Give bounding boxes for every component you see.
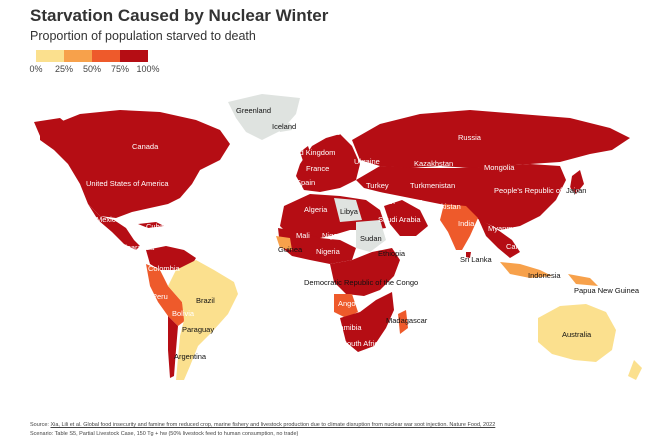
region-north-america bbox=[40, 110, 230, 218]
label-saudi-arabia: Saudi Arabia bbox=[378, 215, 421, 224]
region-brazil-argentina bbox=[168, 260, 238, 380]
world-map: Greenland Iceland Canada United States o… bbox=[34, 94, 642, 380]
label-algeria: Algeria bbox=[304, 205, 328, 214]
label-peru: Peru bbox=[152, 292, 168, 301]
label-mexico: Mexico bbox=[96, 215, 120, 224]
label-argentina: Argentina bbox=[174, 352, 207, 361]
label-kazakhstan: Kazakhstan bbox=[414, 159, 453, 168]
legend-tick-25: 25% bbox=[54, 64, 74, 74]
label-sweden: Sweden bbox=[326, 128, 353, 137]
region-sri-lanka bbox=[466, 252, 471, 258]
label-paraguay: Paraguay bbox=[182, 325, 214, 334]
label-sri-lanka: Sri Lanka bbox=[460, 255, 493, 264]
region-india bbox=[440, 204, 478, 250]
scenario-note: Scenario: Table S5, Partial Livestock Ca… bbox=[30, 431, 299, 437]
label-indonesia: Indonesia bbox=[528, 271, 561, 280]
region-guinea bbox=[276, 236, 292, 250]
region-mexico bbox=[88, 204, 140, 250]
label-japan: Japan bbox=[566, 186, 586, 195]
region-russia bbox=[352, 110, 630, 168]
label-sudan: Sudan bbox=[360, 234, 382, 243]
label-ethiopia: Ethiopia bbox=[378, 249, 406, 258]
label-iceland: Iceland bbox=[272, 122, 296, 131]
region-png bbox=[568, 274, 598, 286]
region-cuba bbox=[138, 222, 164, 228]
label-myanmar: Myanmar bbox=[488, 224, 520, 233]
source-note: Source: Xia, Lili et al. Global food ins… bbox=[30, 422, 495, 428]
label-cambodia: Cambodia bbox=[506, 242, 541, 251]
label-india: India bbox=[458, 219, 475, 228]
label-namibia: Namibia bbox=[334, 323, 362, 332]
label-mongolia: Mongolia bbox=[484, 163, 515, 172]
region-arabia bbox=[384, 200, 428, 236]
label-bolivia: Bolivia bbox=[172, 309, 195, 318]
region-australia bbox=[538, 304, 616, 362]
legend-tick-50: 50% bbox=[82, 64, 102, 74]
label-drc: Democratic Republic of the Congo bbox=[304, 278, 418, 287]
color-legend: 0% 25% 50% 75% 100% bbox=[29, 50, 176, 78]
label-cuba: Cuba bbox=[146, 222, 165, 231]
legend-tick-0: 0% bbox=[29, 64, 43, 74]
legend-swatch-0-25 bbox=[36, 50, 64, 62]
label-angola: Angola bbox=[338, 299, 362, 308]
label-colombia: Colombia bbox=[148, 264, 181, 273]
label-mali: Mali bbox=[296, 231, 310, 240]
region-west-africa bbox=[278, 228, 356, 264]
label-guinea: Guinea bbox=[278, 245, 303, 254]
legend-tick-75: 75% bbox=[110, 64, 130, 74]
label-france: France bbox=[306, 164, 329, 173]
label-nigeria: Nigeria bbox=[316, 247, 341, 256]
chart-title: Starvation Caused by Nuclear Winter bbox=[30, 6, 329, 25]
label-canada: Canada bbox=[132, 142, 159, 151]
region-madagascar bbox=[398, 310, 408, 334]
label-turkmenistan: Turkmenistan bbox=[410, 181, 455, 190]
source-citation-link[interactable]: Xia, Lili et al. Global food insecurity … bbox=[50, 422, 496, 428]
region-sudan bbox=[356, 220, 386, 252]
label-turkey: Turkey bbox=[366, 181, 389, 190]
region-angola bbox=[334, 294, 358, 318]
region-peru-bolivia bbox=[146, 264, 186, 326]
label-libya: Libya bbox=[340, 207, 359, 216]
label-brazil: Brazil bbox=[196, 296, 215, 305]
region-southern-africa bbox=[340, 292, 394, 352]
region-chile bbox=[168, 316, 178, 378]
region-uk bbox=[300, 146, 312, 164]
label-madagascar: Madagascar bbox=[386, 316, 428, 325]
label-ukraine: Ukraine bbox=[354, 157, 380, 166]
label-china: People's Republic of China bbox=[494, 186, 585, 195]
label-greenland: Greenland bbox=[236, 106, 271, 115]
region-asia bbox=[356, 164, 566, 230]
chart-subtitle: Proportion of population starved to deat… bbox=[30, 29, 256, 43]
label-australia: Australia bbox=[562, 330, 592, 339]
region-new-zealand bbox=[628, 360, 642, 380]
label-nicaragua: Nicaragua bbox=[120, 243, 155, 252]
label-usa: United States of America bbox=[86, 179, 169, 188]
region-central-africa bbox=[330, 248, 400, 296]
region-greenland bbox=[228, 94, 300, 140]
label-pakistan: Pakistan bbox=[432, 202, 461, 211]
region-alaska bbox=[34, 118, 70, 136]
label-spain: Spain bbox=[296, 178, 315, 187]
region-iceland bbox=[276, 123, 292, 132]
label-jordan: Jordan bbox=[372, 197, 395, 206]
region-colombia-venezuela bbox=[146, 246, 196, 270]
label-niger: Niger bbox=[322, 231, 340, 240]
legend-swatch-50-75 bbox=[92, 50, 120, 62]
label-south-africa: South Africa bbox=[342, 339, 383, 348]
source-prefix: Source: bbox=[30, 422, 51, 428]
label-png: Papua New Guinea bbox=[574, 286, 640, 295]
region-europe bbox=[296, 134, 360, 192]
label-russia: Russia bbox=[458, 133, 482, 142]
legend-swatch-25-50 bbox=[64, 50, 92, 62]
label-united-kingdom: United Kingdom bbox=[282, 148, 335, 157]
label-iran: Iran bbox=[410, 197, 423, 206]
legend-swatch-75-100 bbox=[120, 50, 148, 62]
region-indonesia bbox=[500, 262, 552, 278]
legend-tick-100: 100% bbox=[136, 64, 160, 74]
region-libya bbox=[334, 198, 362, 222]
region-japan bbox=[570, 170, 584, 194]
region-se-asia bbox=[478, 218, 520, 258]
label-yemen: Yemen bbox=[398, 234, 421, 243]
